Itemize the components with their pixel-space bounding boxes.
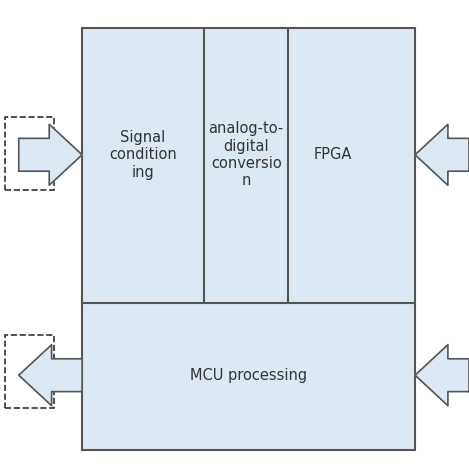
Bar bbox=[5, 335, 54, 408]
Bar bbox=[19, 138, 49, 171]
Bar bbox=[5, 117, 54, 190]
Bar bbox=[82, 28, 415, 450]
Text: analog-to-
digital
conversio
n: analog-to- digital conversio n bbox=[209, 121, 284, 189]
Bar bbox=[52, 359, 82, 392]
Polygon shape bbox=[415, 124, 448, 185]
Bar bbox=[448, 138, 469, 171]
Bar bbox=[448, 359, 469, 392]
Polygon shape bbox=[415, 345, 448, 406]
Text: FPGA: FPGA bbox=[314, 147, 352, 162]
Polygon shape bbox=[19, 345, 52, 406]
Text: Signal
condition
ing: Signal condition ing bbox=[109, 130, 177, 180]
Text: MCU processing: MCU processing bbox=[190, 368, 307, 383]
Polygon shape bbox=[49, 124, 82, 185]
